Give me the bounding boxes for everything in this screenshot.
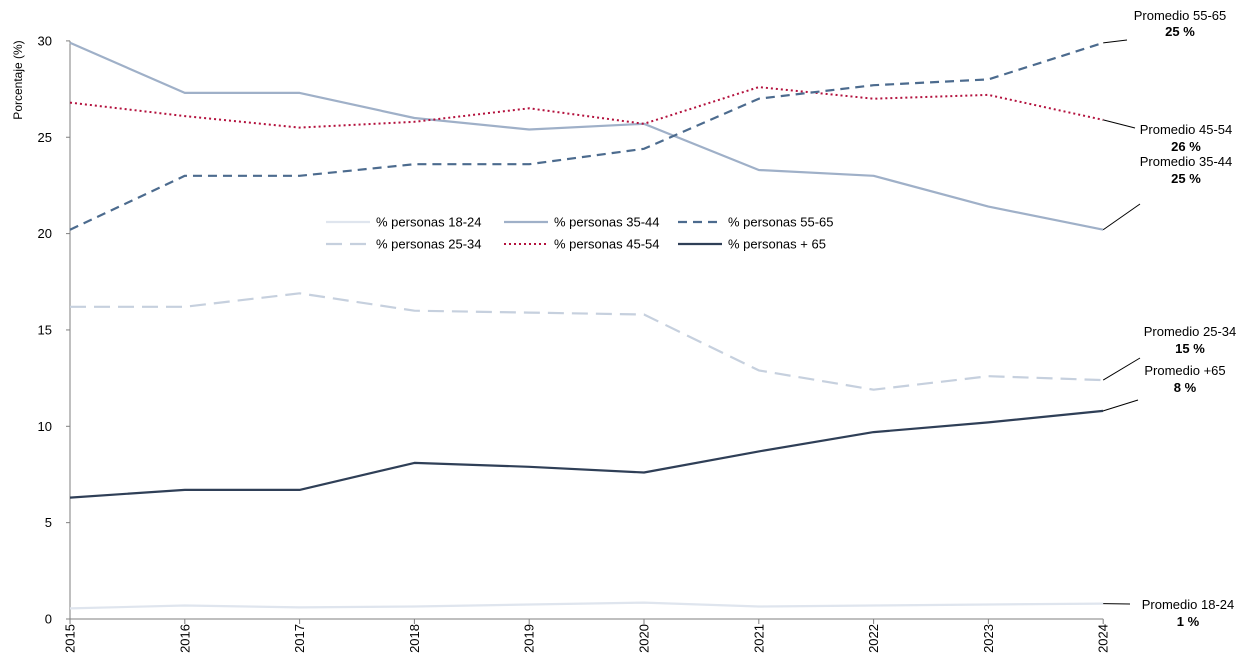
annotation-value: 25 % <box>1165 24 1195 39</box>
x-tick-label: 2018 <box>407 624 422 653</box>
axes: 0 5 10 15 20 25 30 2015 2016 2017 2018 2019 2020 2021… <box>38 33 1111 653</box>
y-tick-label: 10 <box>38 419 52 434</box>
y-tick-label: 25 <box>38 130 52 145</box>
y-axis-label: Porcentaje (%) <box>11 40 25 119</box>
series-line-3 <box>69 86 1104 129</box>
series-line-5 <box>69 409 1104 499</box>
series-line-2 <box>69 41 1104 231</box>
annotation-leader-line <box>1102 357 1141 381</box>
annotation-leader-line <box>1102 203 1141 231</box>
annotations: Promedio 18-24 1 % Promedio 25-34 15 % Prome… <box>1102 8 1237 629</box>
series-line-4 <box>69 41 1104 231</box>
x-tick-label: 2024 <box>1096 624 1111 653</box>
y-tick-label: 20 <box>38 226 52 241</box>
legend-label: % personas + 65 <box>728 237 826 252</box>
annotation-leader-line <box>1103 119 1136 129</box>
x-tick-label: 2022 <box>866 624 881 653</box>
y-tick-label: 0 <box>45 612 52 627</box>
x-tick-label: 2015 <box>63 624 78 653</box>
annotation-label: Promedio 55-65 <box>1134 8 1227 23</box>
x-tick-label: 2019 <box>522 624 537 653</box>
annotation-label: Promedio 25-34 <box>1144 324 1237 339</box>
legend: % personas 18-24 % personas 25-34 % person… <box>326 215 834 252</box>
annotation-value: 1 % <box>1177 614 1200 629</box>
series-line-1 <box>70 292 1104 391</box>
y-tick-label: 30 <box>38 33 52 48</box>
annotation-label: Promedio 18-24 <box>1142 597 1235 612</box>
x-tick-label: 2023 <box>981 624 996 653</box>
legend-label: % personas 25-34 <box>376 237 482 252</box>
x-tick-label: 2017 <box>292 624 307 653</box>
series-line-0 <box>69 601 1104 610</box>
annotation-label: Promedio 45-54 <box>1140 122 1233 137</box>
legend-label: % personas 45-54 <box>554 237 660 252</box>
legend-label: % personas 35-44 <box>554 215 660 230</box>
annotation-value: 25 % <box>1171 171 1201 186</box>
y-tick-label: 5 <box>45 515 52 530</box>
annotation-label: Promedio +65 <box>1144 363 1225 378</box>
x-tick-label: 2020 <box>637 624 652 653</box>
annotation-value: 26 % <box>1171 139 1201 154</box>
legend-label: % personas 18-24 <box>376 215 482 230</box>
annotation-label: Promedio 35-44 <box>1140 154 1233 169</box>
x-tick-label: 2021 <box>751 624 766 653</box>
annotation-value: 8 % <box>1174 380 1197 395</box>
annotation-leader-line <box>1103 399 1139 412</box>
annotation-value: 15 % <box>1175 341 1205 356</box>
series-lines <box>69 41 1104 610</box>
y-tick-label: 15 <box>38 322 52 337</box>
x-tick-label: 2016 <box>177 624 192 653</box>
annotation-leader-line <box>1103 39 1128 44</box>
legend-label: % personas 55-65 <box>728 215 834 230</box>
